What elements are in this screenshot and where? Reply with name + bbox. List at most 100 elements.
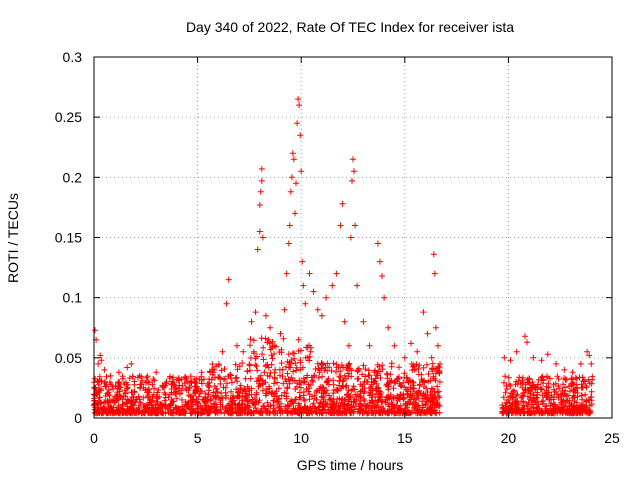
data-point — [276, 366, 283, 373]
data-point — [205, 403, 212, 410]
data-point — [324, 377, 331, 384]
data-point — [263, 390, 270, 397]
data-point — [341, 409, 348, 416]
data-point — [285, 403, 292, 410]
data-point — [187, 406, 194, 413]
data-point — [433, 402, 440, 409]
data-point — [301, 397, 308, 404]
data-point — [322, 364, 329, 371]
data-point — [142, 386, 149, 393]
data-point — [406, 410, 412, 417]
data-point — [101, 366, 108, 373]
y-tick-label: 0.1 — [63, 290, 83, 306]
data-point — [420, 364, 427, 371]
data-point — [302, 405, 309, 412]
data-point — [116, 386, 123, 393]
data-point — [247, 355, 254, 361]
data-point — [546, 396, 553, 403]
data-point — [360, 362, 367, 369]
data-point — [208, 396, 215, 403]
data-point — [309, 377, 316, 384]
data-point — [352, 403, 359, 410]
data-point — [400, 395, 407, 402]
data-point — [387, 371, 394, 378]
data-point — [432, 377, 439, 384]
data-point — [242, 375, 249, 382]
data-point — [173, 395, 180, 402]
data-point — [171, 382, 178, 389]
data-point — [102, 393, 109, 399]
data-point — [544, 393, 550, 400]
data-point — [319, 409, 326, 416]
data-point — [321, 387, 328, 394]
data-point — [341, 372, 348, 379]
y-tick-label: 0.2 — [63, 169, 83, 185]
data-point — [252, 361, 259, 368]
data-point — [254, 246, 261, 253]
data-point — [330, 390, 337, 397]
data-point — [278, 400, 284, 407]
data-point — [379, 362, 386, 369]
data-point — [313, 389, 320, 395]
data-point — [211, 383, 218, 389]
data-point — [503, 386, 510, 392]
data-point — [257, 188, 264, 195]
data-point — [339, 200, 346, 207]
data-point — [211, 374, 218, 381]
data-point — [185, 387, 192, 394]
data-point — [410, 362, 417, 369]
data-point — [582, 378, 589, 385]
data-point — [307, 404, 314, 410]
y-tick-label: 0 — [74, 410, 82, 426]
data-point — [525, 387, 532, 394]
data-point — [293, 180, 299, 187]
data-point — [192, 383, 199, 390]
data-point — [241, 405, 248, 412]
data-point — [522, 333, 528, 340]
data-point — [532, 398, 539, 405]
data-point — [220, 384, 227, 391]
data-point — [311, 372, 318, 379]
data-point — [338, 385, 345, 392]
data-point — [264, 399, 271, 406]
data-point — [287, 364, 294, 371]
data-point — [256, 202, 263, 208]
data-point — [583, 409, 590, 416]
data-point — [187, 393, 194, 400]
data-point — [306, 385, 313, 392]
data-point — [213, 363, 219, 370]
data-point — [98, 378, 105, 385]
data-point — [575, 409, 582, 416]
data-point — [413, 366, 419, 373]
data-point — [207, 397, 214, 404]
data-point — [333, 270, 340, 277]
data-point — [344, 364, 351, 371]
data-point — [151, 385, 158, 392]
grid-lines — [94, 57, 612, 418]
data-point — [354, 391, 361, 398]
data-point — [242, 394, 249, 401]
data-point — [385, 381, 392, 388]
data-point — [366, 372, 373, 379]
data-point — [377, 374, 384, 381]
data-point — [583, 398, 590, 405]
data-point — [502, 373, 509, 380]
data-point — [271, 350, 277, 357]
data-point — [103, 381, 110, 388]
data-point — [240, 348, 247, 355]
data-point — [417, 390, 424, 397]
data-point — [579, 408, 586, 415]
y-tick-label: 0.25 — [55, 109, 82, 125]
data-point — [131, 388, 138, 395]
data-point — [428, 385, 435, 392]
data-point — [253, 389, 260, 396]
data-point — [558, 392, 565, 399]
data-point — [112, 398, 118, 405]
data-point — [235, 410, 242, 417]
data-point — [213, 404, 220, 411]
data-point — [314, 306, 321, 313]
data-point — [179, 409, 186, 416]
data-point — [306, 270, 313, 277]
data-point — [402, 405, 409, 412]
data-point — [376, 393, 383, 400]
